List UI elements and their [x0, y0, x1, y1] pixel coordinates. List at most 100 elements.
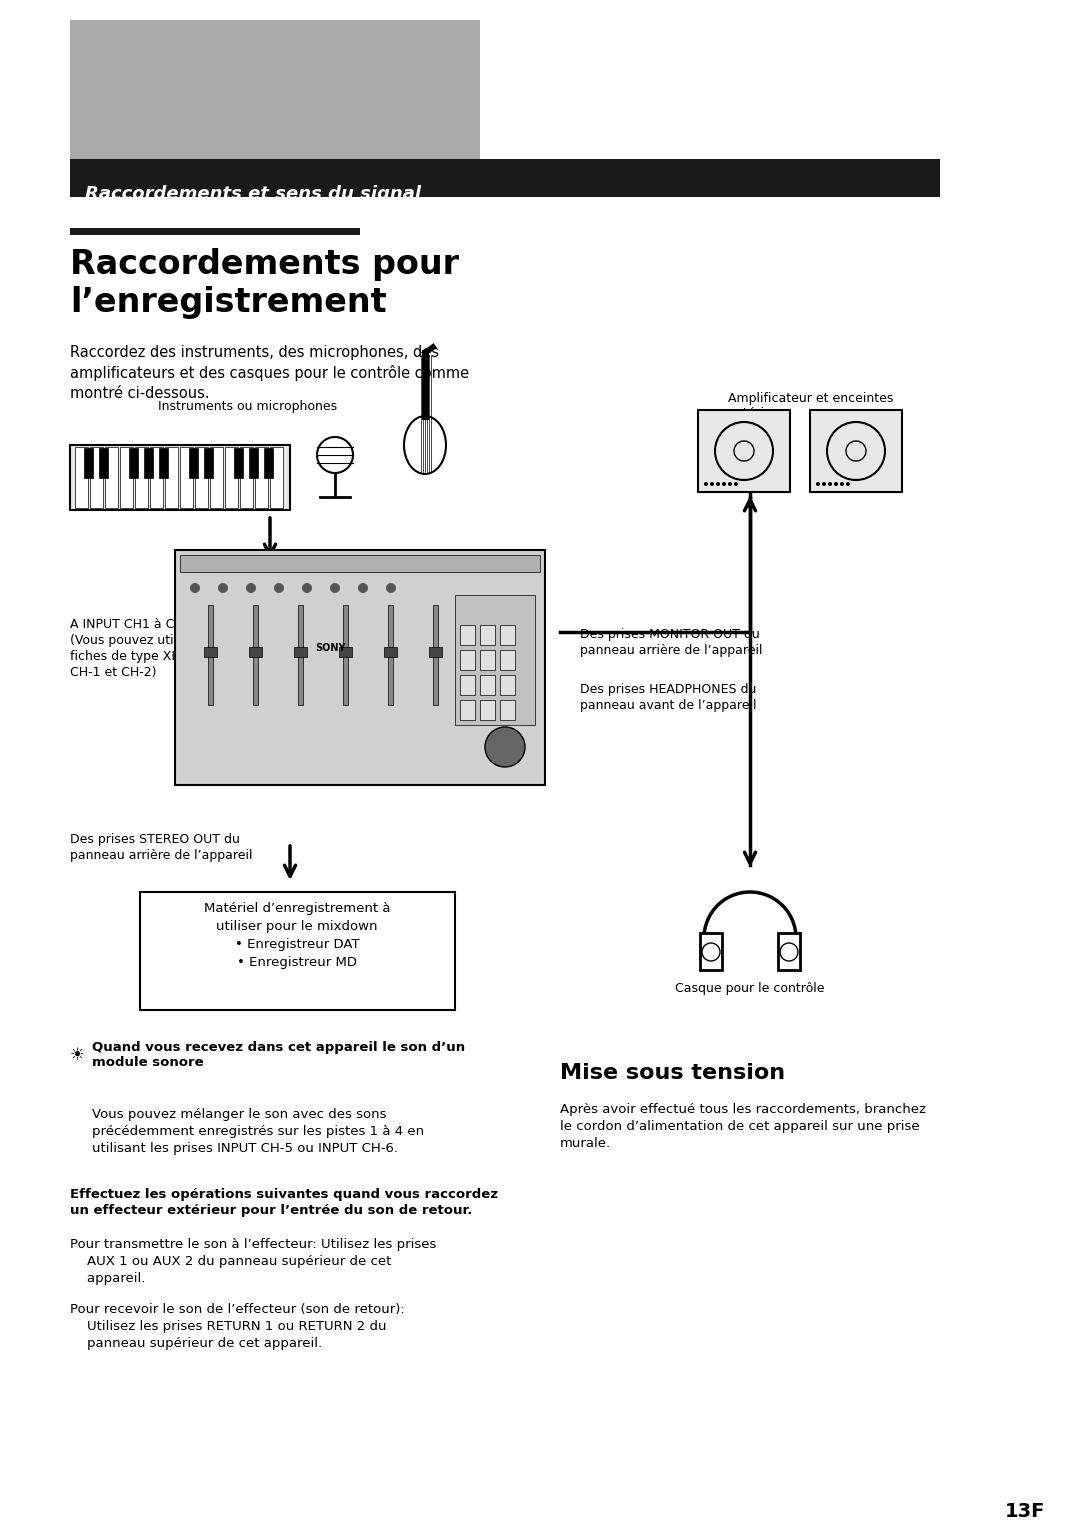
Bar [339, 646, 352, 657]
Text: Après avoir effectué tous les raccordements, branchez
le cordon d’alimentation d: Après avoir effectué tous les raccordeme… [561, 1103, 926, 1151]
Bar [460, 675, 475, 695]
Bar [249, 448, 258, 478]
Text: Instruments ou microphones: Instruments ou microphones [159, 400, 338, 413]
Text: Effectuez les opérations suivantes quand vous raccordez
un effecteur extérieur p: Effectuez les opérations suivantes quand… [70, 1187, 498, 1216]
Circle shape [704, 481, 708, 486]
Text: Des prises HEADPHONES du
panneau avant de l’appareil: Des prises HEADPHONES du panneau avant d… [580, 683, 756, 712]
Bar [810, 410, 902, 492]
Bar [249, 646, 262, 657]
Bar [480, 625, 495, 645]
Text: Mise sous tension: Mise sous tension [561, 1063, 785, 1083]
Bar [105, 448, 118, 507]
Bar [460, 649, 475, 669]
Circle shape [822, 481, 826, 486]
Bar [298, 605, 303, 704]
Circle shape [330, 584, 340, 593]
Bar [294, 646, 307, 657]
Bar [70, 228, 360, 235]
Bar [500, 700, 515, 720]
Text: Casque pour le contrôle: Casque pour le contrôle [675, 983, 825, 995]
Text: Raccordez des instruments, des microphones, des
amplificateurs et des casques po: Raccordez des instruments, des microphon… [70, 345, 469, 400]
Bar [433, 605, 438, 704]
Bar [204, 646, 217, 657]
Circle shape [190, 584, 200, 593]
Bar [480, 675, 495, 695]
Bar [500, 649, 515, 669]
Bar [460, 700, 475, 720]
Bar [500, 675, 515, 695]
Circle shape [386, 584, 396, 593]
Bar [175, 550, 545, 785]
Bar [204, 448, 213, 478]
Text: SONY: SONY [314, 643, 346, 652]
Bar [429, 646, 442, 657]
Circle shape [728, 481, 732, 486]
Text: Pour transmettre le son à l’effecteur: Utilisez les prises
    AUX 1 ou AUX 2 du: Pour transmettre le son à l’effecteur: U… [70, 1238, 436, 1285]
Circle shape [274, 584, 284, 593]
Bar [99, 448, 108, 478]
Text: Amplificateur et enceintes
extérieurs: Amplificateur et enceintes extérieurs [728, 393, 893, 420]
Bar [135, 448, 148, 507]
Circle shape [716, 481, 720, 486]
Circle shape [218, 584, 228, 593]
Text: Des prises MONITOR OUT du
panneau arrière de l’appareil: Des prises MONITOR OUT du panneau arrièr… [580, 628, 762, 657]
Text: A INPUT CH1 à CH 6
(Vous pouvez utiliser des
fiches de type XLR avec
CH-1 et CH-: A INPUT CH1 à CH 6 (Vous pouvez utiliser… [70, 617, 226, 678]
Text: Vous pouvez mélanger le son avec des sons
précédemment enregistrés sur les piste: Vous pouvez mélanger le son avec des son… [92, 1108, 424, 1155]
Circle shape [710, 481, 714, 486]
Bar [70, 159, 940, 197]
Circle shape [828, 481, 832, 486]
Circle shape [302, 584, 312, 593]
Bar [698, 410, 789, 492]
Bar [270, 448, 283, 507]
Circle shape [357, 584, 368, 593]
Bar [343, 605, 348, 704]
Circle shape [734, 481, 738, 486]
Bar [70, 20, 480, 165]
Bar [144, 448, 153, 478]
Text: Raccordements pour
l’enregistrement: Raccordements pour l’enregistrement [70, 248, 459, 319]
Bar [180, 555, 540, 571]
Bar [225, 448, 238, 507]
Bar [264, 448, 273, 478]
Text: Quand vous recevez dans cet appareil le son d’un
module sonore: Quand vous recevez dans cet appareil le … [92, 1041, 465, 1070]
Bar [240, 448, 253, 507]
Bar [189, 448, 198, 478]
Bar [480, 700, 495, 720]
Circle shape [723, 481, 726, 486]
Bar [129, 448, 138, 478]
Bar [480, 649, 495, 669]
Bar [75, 448, 87, 507]
Bar [778, 934, 800, 970]
Text: Des prises STEREO OUT du
panneau arrière de l’appareil: Des prises STEREO OUT du panneau arrière… [70, 833, 253, 862]
Text: Pour recevoir le son de l’effecteur (son de retour):
    Utilisez les prises RET: Pour recevoir le son de l’effecteur (son… [70, 1303, 405, 1351]
Circle shape [846, 481, 850, 486]
Bar [165, 448, 178, 507]
Bar [120, 448, 133, 507]
Circle shape [840, 481, 843, 486]
Bar [159, 448, 168, 478]
Bar [208, 605, 213, 704]
Bar [700, 934, 723, 970]
Bar [180, 448, 193, 507]
Text: Matériel d’enregistrement à
utiliser pour le mixdown
• Enregistreur DAT
• Enregi: Matériel d’enregistrement à utiliser pou… [204, 902, 390, 969]
Bar [150, 448, 163, 507]
Text: Raccordements et sens du signal: Raccordements et sens du signal [85, 185, 421, 203]
Text: ☀: ☀ [70, 1047, 85, 1063]
Bar [455, 594, 535, 724]
Bar [384, 646, 397, 657]
Bar [90, 448, 103, 507]
Bar [255, 448, 268, 507]
Bar [234, 448, 243, 478]
Bar [70, 445, 291, 510]
Circle shape [246, 584, 256, 593]
Text: 13F: 13F [1005, 1502, 1045, 1520]
Bar [253, 605, 258, 704]
Circle shape [485, 727, 525, 767]
Circle shape [816, 481, 820, 486]
Bar [140, 892, 455, 1010]
Bar [195, 448, 208, 507]
Bar [388, 605, 393, 704]
Bar [84, 448, 93, 478]
Bar [460, 625, 475, 645]
Bar [210, 448, 222, 507]
